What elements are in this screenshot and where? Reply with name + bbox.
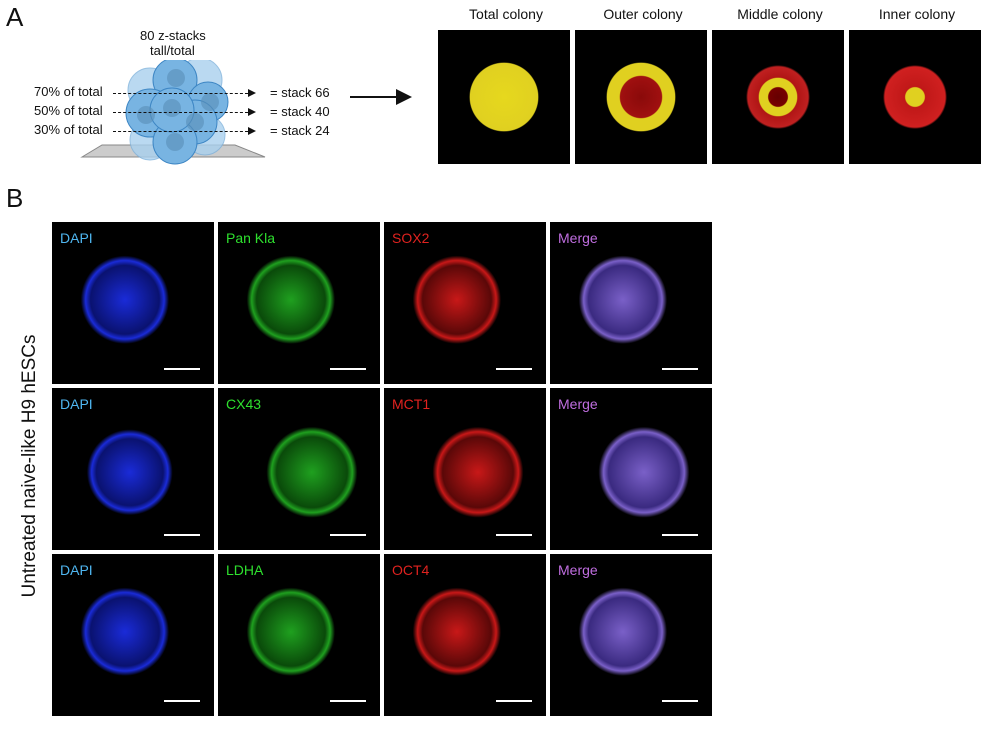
level-70-label: 70% of total: [34, 84, 103, 99]
stain-label: LDHA: [226, 562, 264, 578]
stain-label: DAPI: [60, 562, 93, 578]
stain-label: MCT1: [392, 396, 431, 412]
scale-bar: [662, 368, 698, 370]
process-arrow: [350, 96, 398, 98]
micrograph-tile: SOX2: [384, 222, 546, 384]
panel-b-label: B: [6, 183, 24, 213]
arrowhead-icon: [396, 89, 412, 105]
scale-bar: [496, 534, 532, 536]
micrograph-tile: DAPI: [52, 388, 214, 550]
colony-region-image: [849, 30, 981, 164]
scale-bar: [330, 534, 366, 536]
micrograph-tile: MCT1: [384, 388, 546, 550]
micrograph-tile: Merge: [550, 222, 712, 384]
stain-label: Merge: [558, 396, 598, 412]
micrograph-tile: DAPI: [52, 222, 214, 384]
row-axis-label: Untreated naive-like H9 hESCs: [19, 334, 40, 598]
colony-region-image: [712, 30, 844, 164]
scale-bar: [330, 368, 366, 370]
scale-bar: [662, 534, 698, 536]
scale-bar: [164, 534, 200, 536]
stack-66-label: = stack 66: [270, 85, 330, 100]
micrograph-tile: Merge: [550, 554, 712, 716]
panel-a-label: A: [6, 2, 24, 32]
z-stack-header-2: tall/total: [150, 43, 195, 58]
micrograph-tile: CX43: [218, 388, 380, 550]
stain-label: CX43: [226, 396, 262, 412]
stain-label: DAPI: [60, 230, 93, 246]
region-title: Middle colony: [737, 6, 823, 22]
arrowhead-icon: [248, 89, 256, 97]
micrograph-tile: Merge: [550, 388, 712, 550]
colony-diagram: [80, 60, 266, 165]
stack-24-label: = stack 24: [270, 123, 330, 138]
scale-bar: [662, 700, 698, 702]
stain-label: SOX2: [392, 230, 430, 246]
arrowhead-icon: [248, 127, 256, 135]
scale-bar: [496, 700, 532, 702]
colony-region-image: [575, 30, 707, 164]
arrowhead-icon: [248, 108, 256, 116]
stain-label: Merge: [558, 230, 598, 246]
scale-bar: [164, 700, 200, 702]
stain-label: DAPI: [60, 396, 93, 412]
micrograph-tile: LDHA: [218, 554, 380, 716]
level-30-label: 30% of total: [34, 122, 103, 137]
dashed-arrow: [113, 93, 248, 94]
stain-label: Pan Kla: [226, 230, 276, 246]
dashed-arrow: [113, 131, 248, 132]
stain-label: Merge: [558, 562, 598, 578]
stack-40-label: = stack 40: [270, 104, 330, 119]
level-50-label: 50% of total: [34, 103, 103, 118]
region-title: Inner colony: [878, 6, 956, 22]
colony-region-image: [438, 30, 570, 164]
scale-bar: [164, 368, 200, 370]
scale-bar: [496, 368, 532, 370]
region-title: Total colony: [469, 6, 543, 22]
z-stack-header: 80 z-stacks: [140, 28, 206, 43]
stain-label: OCT4: [392, 562, 430, 578]
region-title: Outer colony: [603, 6, 683, 22]
scale-bar: [330, 700, 366, 702]
micrograph-tile: OCT4: [384, 554, 546, 716]
micrograph-tile: DAPI: [52, 554, 214, 716]
dashed-arrow: [113, 112, 248, 113]
micrograph-tile: Pan Kla: [218, 222, 380, 384]
